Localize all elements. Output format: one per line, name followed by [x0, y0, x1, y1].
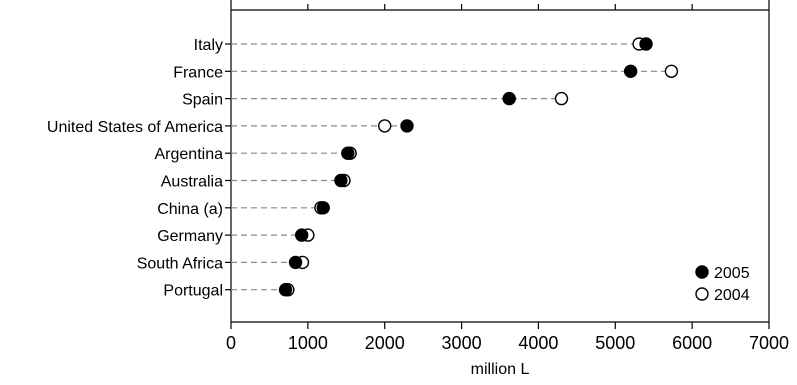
- plot-frame-group: [230, 0, 770, 323]
- data-points-group: [278, 37, 679, 297]
- category-label: China (a): [157, 201, 223, 218]
- category-label: Argentina: [155, 146, 224, 163]
- legend: 2005 2004: [695, 265, 750, 304]
- point-2005: [502, 91, 516, 106]
- x-axis-group: 0 1000 2000 3000 4000 5000 6000 7000: [226, 322, 789, 353]
- point-2005: [639, 37, 653, 51]
- point-2005: [400, 119, 414, 133]
- legend-marker-2005: [695, 265, 709, 279]
- x-tick-label: 5000: [595, 333, 635, 353]
- x-axis-title: million L: [471, 361, 530, 378]
- x-tick-label: 3000: [442, 333, 482, 353]
- legend-label-2004: 2004: [714, 287, 750, 304]
- category-label: France: [173, 64, 223, 81]
- point-2005: [288, 255, 303, 270]
- x-tick-label: 4000: [518, 333, 558, 353]
- x-tick-label: 0: [226, 333, 236, 353]
- legend-label-2005: 2005: [714, 265, 750, 282]
- category-label: Portugal: [163, 283, 223, 300]
- x-tick-label: 1000: [288, 333, 328, 353]
- legend-marker-2004: [695, 287, 709, 301]
- point-2005: [316, 201, 330, 215]
- category-labels-group: Italy France Spain United States of America…: [47, 37, 231, 300]
- category-label: Australia: [161, 174, 223, 191]
- category-label: Italy: [194, 37, 223, 54]
- category-label: United States of America: [47, 119, 223, 136]
- x-tick-label: 7000: [749, 333, 789, 353]
- guide-lines-group: [231, 43, 672, 291]
- point-2004: [378, 119, 392, 133]
- point-2005: [623, 64, 638, 79]
- category-label: South Africa: [137, 255, 223, 272]
- point-2005: [341, 146, 355, 160]
- point-2004: [554, 91, 569, 106]
- category-label: Germany: [157, 228, 223, 245]
- point-2005: [295, 228, 309, 242]
- point-2004: [664, 64, 679, 79]
- x-tick-label: 6000: [672, 333, 712, 353]
- point-2005: [334, 173, 348, 188]
- category-label: Spain: [182, 92, 223, 109]
- point-2005: [278, 283, 293, 297]
- x-tick-label: 2000: [365, 333, 405, 353]
